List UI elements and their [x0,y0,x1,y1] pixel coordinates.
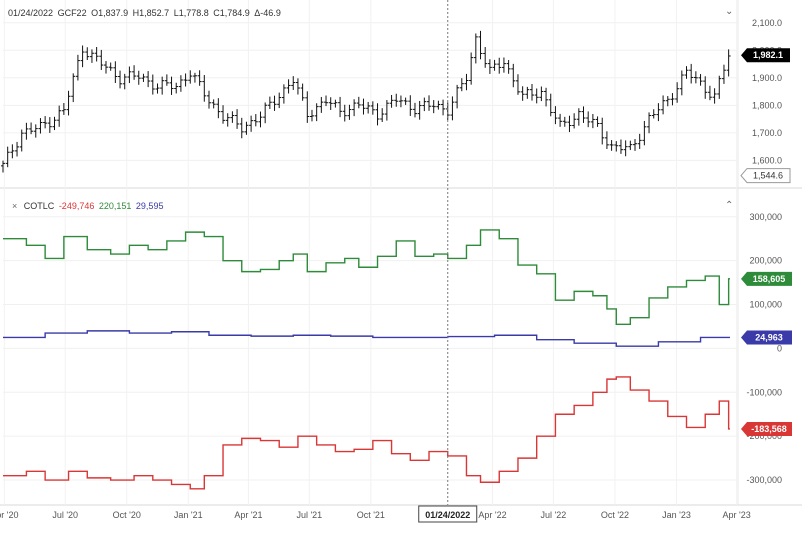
cot-value-red: -249,746 [58,201,95,211]
header-high: H1,852.7 [132,8,170,18]
header-open: O1,837.9 [91,8,129,18]
cot-tick-label: 200,000 [749,256,782,266]
cot-tick-label: 100,000 [749,300,782,310]
cot-series-line [3,229,730,325]
cot-tick-label: 300,000 [749,212,782,222]
x-axis: Apr '20 Jul '20 Oct '20 Jan '21 Apr '21 Jul '… [0,510,751,520]
crosshair-date-label: 01/24/2022 [425,510,470,520]
cot-last-tag [741,330,792,345]
price-plot [1,30,731,173]
x-tick-label: Oct '22 [601,510,629,520]
price-tick-label: 1,900.0 [752,73,782,83]
chevron-down-icon[interactable]: ⌄ [725,6,734,17]
x-tick-label: Jan '23 [662,510,691,520]
grid [0,0,802,506]
low-price-label: 1,544.6 [753,171,783,181]
cot-tick-label: -300,000 [746,475,782,485]
x-tick-label: Jul '20 [52,510,78,520]
cot-plot [3,229,730,490]
price-tick-label: 2,100.0 [752,18,782,28]
cot-name: COTLC [23,201,55,211]
header-symbol: GCF22 [57,8,87,18]
cot-header: × COTLC -249,746 220,151 29,595 [12,201,165,211]
y-axis: 2,100.02,000.01,900.01,800.01,700.01,600… [740,18,792,485]
cot-tick-label: -100,000 [746,387,782,397]
price-header: 01/24/2022 GCF22 O1,837.9 H1,852.7 L1,77… [8,8,283,18]
cot-last-label: -183,568 [751,424,787,434]
x-tick-label: Apr '22 [478,510,506,520]
header-low: L1,778.8 [173,8,209,18]
x-tick-label: Jul '22 [541,510,567,520]
crosshair-date-box [418,505,478,523]
crosshair: 01/24/2022 [418,0,478,523]
cot-series-line [3,376,730,490]
x-tick-label: Oct '20 [113,510,141,520]
cot-value-green: 220,151 [98,201,132,211]
header-change: Δ-46.9 [254,8,281,18]
x-tick-label: Oct '21 [357,510,385,520]
last-price-label: 1,982.1 [753,50,783,60]
x-tick-label: Apr '20 [0,510,18,520]
low-price-tag [740,168,791,184]
cot-last-tag [741,271,792,286]
cot-last-tag [741,421,792,436]
cot-last-label: 158,605 [753,274,786,284]
cot-last-label: 24,963 [755,332,783,342]
price-tick-label: 1,600.0 [752,155,782,165]
x-tick-label: Jul '21 [296,510,322,520]
x-tick-label: Jan '21 [174,510,203,520]
cot-series-line [3,330,730,347]
x-tick-label: Apr '23 [723,510,751,520]
cot-tick-label: -200,000 [746,431,782,441]
price-tick-label: 1,700.0 [752,128,782,138]
header-date: 01/24/2022 [8,8,54,18]
x-tick-label: Apr '21 [234,510,262,520]
chevron-up-icon[interactable]: ⌃ [725,200,734,211]
header-close: C1,784.9 [213,8,250,18]
last-price-tag [741,48,790,63]
cot-tick-label: 0 [777,343,782,353]
close-icon[interactable]: × [12,201,18,211]
cot-value-blue: 29,595 [135,201,164,211]
price-tick-label: 1,800.0 [752,100,782,110]
